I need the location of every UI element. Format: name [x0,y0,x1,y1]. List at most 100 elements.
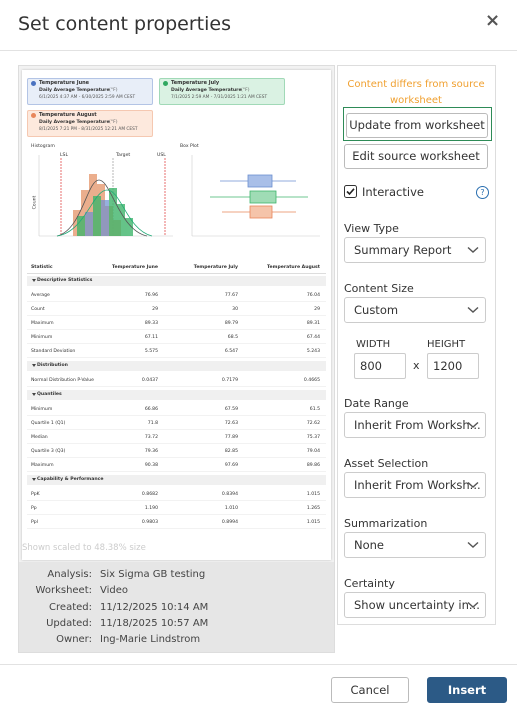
notice: Content differs from source worksheet [347,79,485,106]
checkbox-label: Interactive [362,185,424,199]
legend-name: Temperature August [39,112,97,118]
table-rule [27,429,326,430]
table-cell: 90.38 [144,463,158,468]
table-cell: 30 [232,307,238,312]
histogram-title: Histogram [31,144,55,149]
table-cell: 1.015 [306,520,320,525]
height-input[interactable]: 1200 [427,353,479,379]
detail-value: 11/18/2025 10:57 AM [100,617,209,629]
field-label: Date Range [344,397,409,410]
collapse-arrow [32,279,36,282]
edit-button[interactable]: Edit source worksheet [344,144,488,169]
density-curve [56,179,148,237]
checkbox-box [344,185,357,198]
field-label: Summarization [344,517,428,530]
section-name: Distribution [37,363,68,368]
row-label: Count [31,307,45,312]
dialog-title: Set content properties [18,13,231,35]
table-rule [27,329,326,330]
row-label: Median [31,435,48,440]
row-label: Normal Distribution P-Value [31,378,95,383]
table-cell: 29 [152,307,158,312]
detail-value: 11/12/2025 10:14 AM [100,601,209,613]
table-cell: 0.0437 [141,378,158,383]
chevron [467,541,479,548]
update-button[interactable]: Update from worksheet [346,113,488,138]
table-cell: 73.72 [144,435,158,440]
legend-unit: (°F) [109,88,118,93]
table-rule [27,514,326,515]
checkbox[interactable] [344,185,358,199]
row-label: Pp [31,506,37,511]
table-rule [27,343,326,344]
spec-label: LSL [60,153,69,158]
details-panel [19,562,334,652]
settings-panel [337,65,496,625]
chevron [467,601,479,608]
close-button[interactable]: × [485,10,501,31]
select[interactable]: Inherit From Worksh... [344,412,486,438]
table-cell: 71.8 [147,421,158,426]
table-cell: 89.79 [224,321,238,326]
detail-value: Ing-Marie Lindstrom [100,634,201,646]
row-label: Minimum [31,407,53,412]
table-cell: 0.4665 [303,378,320,383]
legend-measure: Daily Average Temperature [171,88,242,93]
help-icon[interactable]: ? [476,186,489,199]
divider [0,664,517,665]
spec-label: Target [116,153,131,158]
legend-measure: Daily Average Temperature [39,120,110,125]
histogram-bars [85,200,109,236]
table-header-cell: Statistic [31,265,53,270]
section-row [27,475,326,485]
table-cell: 75.37 [306,435,320,440]
row-label: Maximum [31,321,54,326]
insert-button[interactable]: Insert [427,677,507,703]
select[interactable]: None [344,532,486,558]
section-name: Descriptive Statistics [37,278,93,283]
field-label: WIDTH [356,339,391,350]
boxplot-title: Box Plot [180,144,199,149]
legend-range: 7/1/2025 2:59 AM - 7/31/2025 1:21 AM CES… [171,95,268,100]
times-sign: x [413,359,420,372]
detail-label: Worksheet: [35,585,92,597]
table-cell: 61.5 [309,407,320,412]
legend-range: 6/1/2025 4:37 AM - 6/30/2025 2:59 AM CES… [39,95,136,100]
select[interactable]: Show uncertainty in... [344,592,486,618]
legend-dot [31,113,36,118]
table-cell: 5.243 [306,349,320,354]
focus-highlight [343,107,492,141]
table-rule [27,457,326,458]
row-label: Ppl [31,520,38,525]
legend-range: 8/1/2025 7:21 PM - 8/31/2025 12:21 AM CE… [39,127,138,132]
select[interactable]: Inherit From Worksh... [344,472,486,498]
legend-measure: Daily Average Temperature [39,88,110,93]
table-header-cell: Temperature June [111,265,158,270]
input-value: 1200 [433,359,463,373]
table-rule [27,500,326,501]
select[interactable]: Summary Report [344,237,486,263]
table-rule [27,273,326,274]
density-curve [56,189,153,237]
chevron-path [467,481,479,488]
table-cell: 29 [314,307,320,312]
table-cell: 89.86 [306,463,320,468]
row-label: Quartile 3 (Q3) [31,449,66,454]
select[interactable]: Custom [344,297,486,323]
table-cell: 97.69 [224,463,238,468]
table-cell: 77.67 [224,293,238,298]
row-label: Minimum [31,335,53,340]
detail-label: Updated: [46,617,92,629]
histogram-thumbnail [38,155,173,237]
select-value: Summary Report [354,243,452,257]
cancel-button[interactable]: Cancel [331,677,409,703]
select-value: Inherit From Worksh... [354,478,481,492]
table-rule [27,415,326,416]
chevron-path [467,601,479,608]
table-cell: 79.04 [306,449,320,454]
width-input[interactable]: 800 [354,353,406,379]
select-value: None [354,538,385,552]
table-cell: 1.015 [306,492,320,497]
section-row [27,276,326,286]
